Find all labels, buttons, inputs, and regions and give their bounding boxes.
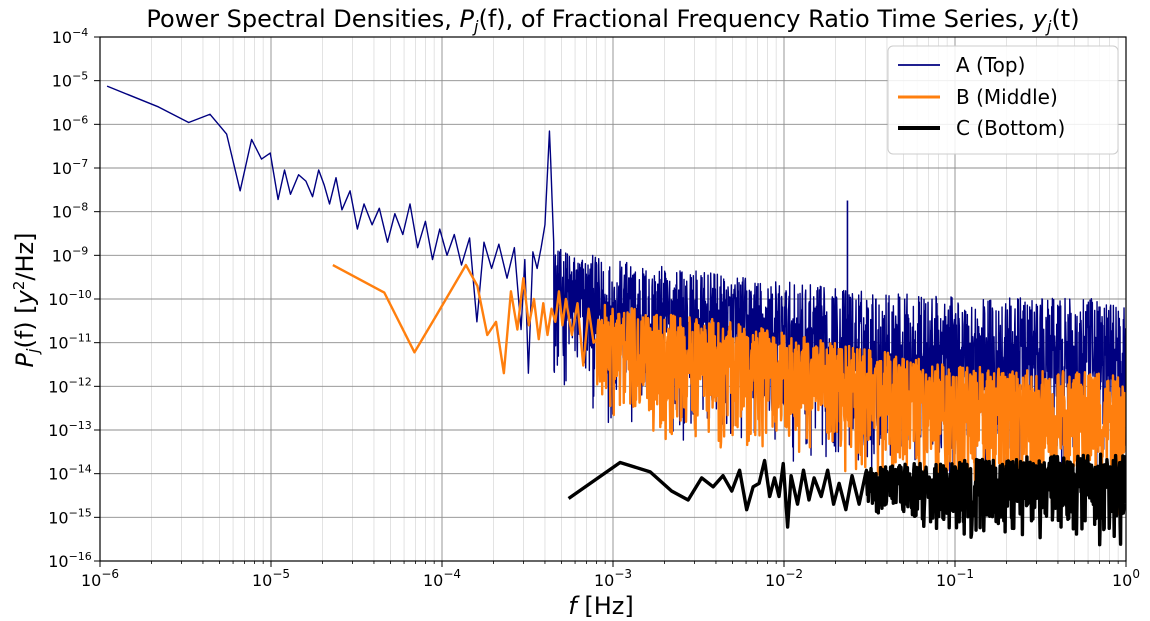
y-tick-label: 10−6 [52, 113, 89, 134]
x-tick-label: 10−5 [252, 567, 290, 590]
chart-title: Power Spectral Densities, Pj(f), of Frac… [146, 5, 1079, 36]
y-tick-label: 10−5 [52, 70, 89, 91]
x-tick-label: 10−1 [936, 567, 974, 590]
series-c-line [567, 452, 1126, 547]
y-tick-label: 10−15 [48, 506, 92, 527]
x-tick-label: 10−6 [81, 567, 119, 590]
x-tick-labels: 10−6 10−5 10−4 10−3 10−2 10−1 100 [81, 567, 1140, 590]
x-tick-label: 10−3 [594, 567, 632, 590]
y-tick-label: 10−16 [48, 550, 92, 571]
legend-label-b: B (Middle) [956, 85, 1058, 109]
y-tick-label: 10−9 [52, 244, 89, 265]
y-tick-label: 10−11 [48, 332, 92, 353]
y-tick-label: 10−7 [52, 157, 89, 178]
legend: A (Top) B (Middle) C (Bottom) [887, 45, 1119, 155]
y-tick-label: 10−14 [48, 463, 92, 484]
y-tick-labels: 10−16 10−15 10−14 10−13 10−12 10−11 10−10 10−9 1… [48, 26, 92, 571]
series-b-line [332, 263, 1126, 515]
series-path [332, 263, 1126, 515]
axis-ticks [94, 36, 1127, 567]
y-tick-label: 10−4 [52, 26, 89, 47]
y-tick-label: 10−12 [48, 375, 92, 396]
y-tick-label: 10−10 [48, 288, 92, 309]
y-tick-label: 10−13 [48, 419, 92, 440]
legend-box [887, 45, 1119, 155]
x-tick-label: 10−4 [423, 567, 461, 590]
legend-label-a: A (Top) [956, 53, 1025, 77]
x-axis-label: f [Hz] [568, 592, 633, 620]
x-tick-label: 100 [1112, 567, 1140, 590]
y-tick-label: 10−8 [52, 201, 89, 222]
y-axis-label: Pj(f) [y2/Hz] [10, 233, 42, 368]
legend-label-c: C (Bottom) [956, 116, 1065, 140]
series-path [567, 452, 1126, 547]
x-tick-label: 10−2 [765, 567, 803, 590]
